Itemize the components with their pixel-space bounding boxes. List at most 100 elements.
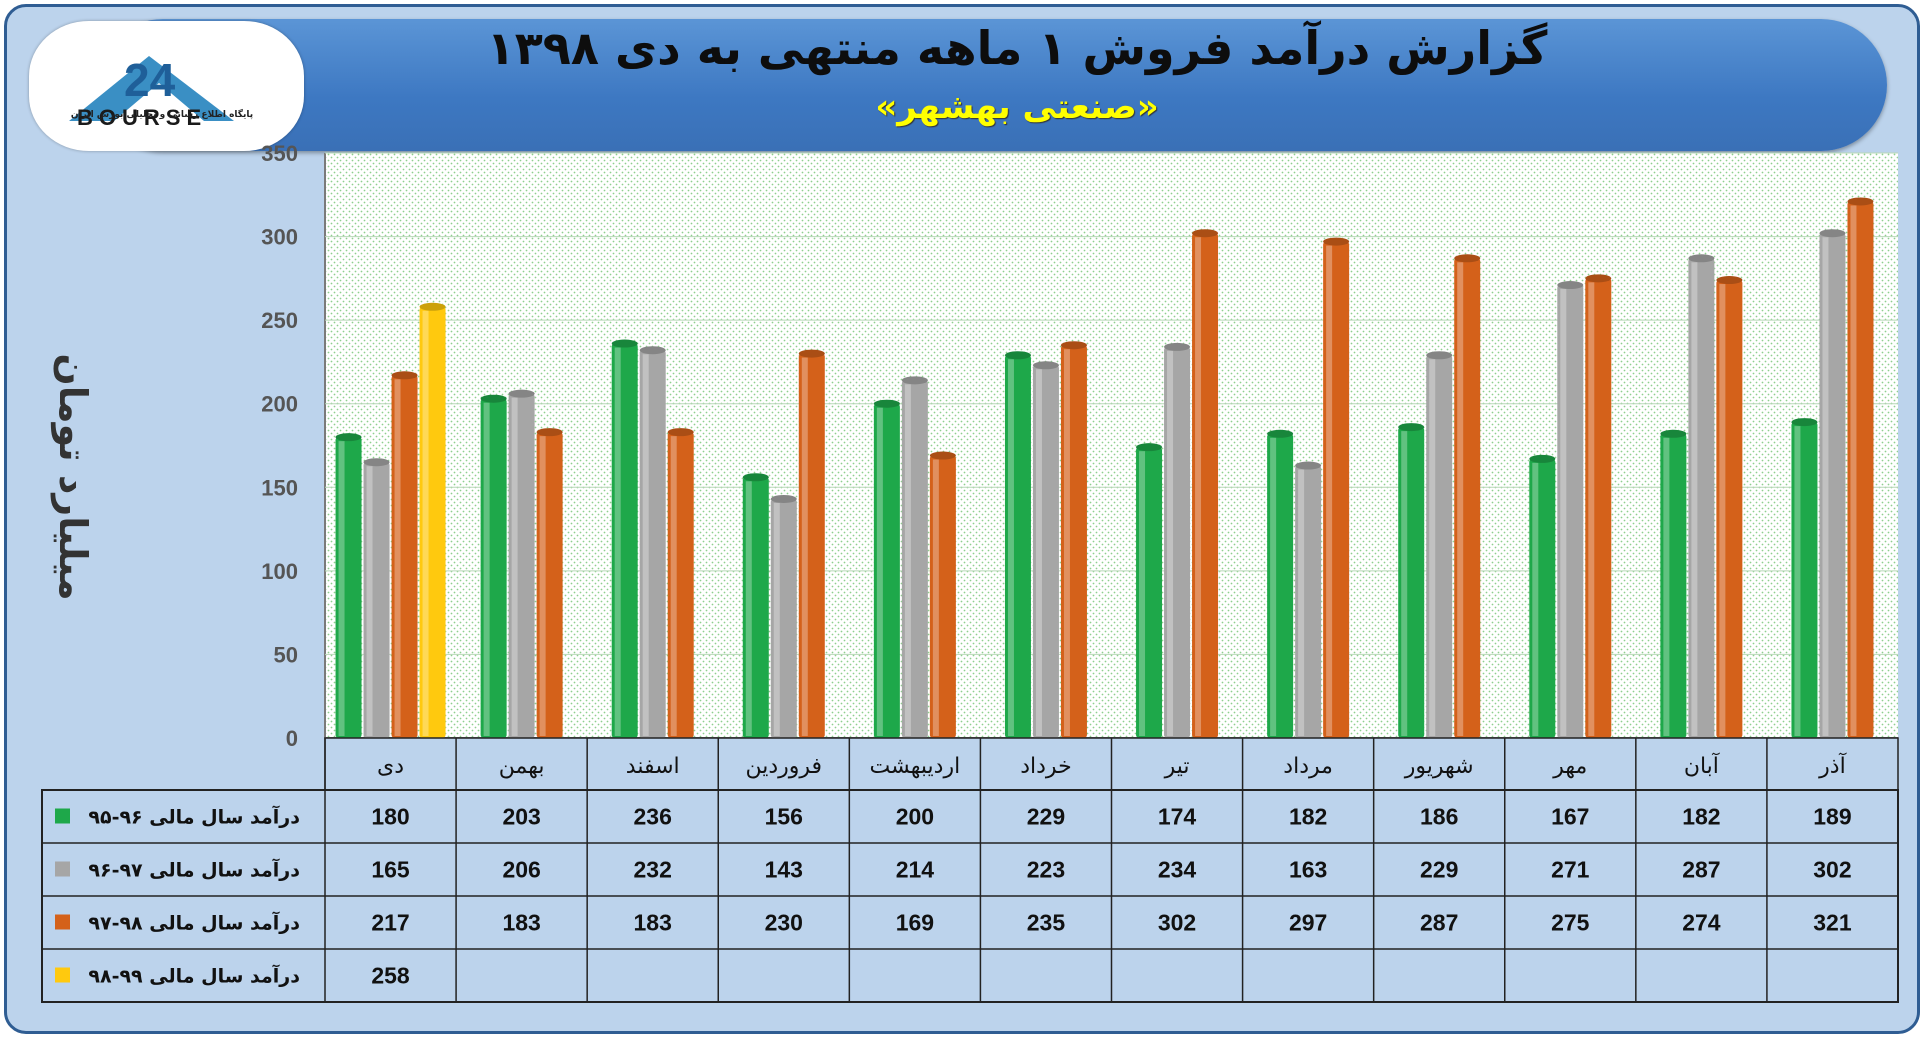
legend-swatch: [55, 914, 70, 930]
bar-highlight: [1270, 437, 1277, 736]
bar-cap: [901, 376, 928, 385]
data-label: 287: [1682, 857, 1720, 883]
bar-highlight: [1429, 359, 1436, 736]
bar: [742, 477, 769, 738]
bar: [1192, 233, 1219, 738]
bar-highlight: [483, 402, 490, 736]
legend-entry: درآمد سال مالی ۹۷-۹۶: [88, 858, 300, 882]
bar-cap: [1791, 418, 1818, 427]
y-tick-label: 350: [261, 141, 298, 166]
data-label: 232: [634, 857, 672, 883]
bar-cap: [1295, 461, 1322, 470]
data-label: 180: [371, 804, 409, 830]
x-tick-label: دی: [377, 754, 404, 779]
bar: [667, 432, 694, 738]
bar: [1004, 355, 1031, 738]
data-label: 167: [1551, 804, 1589, 830]
bar-cap: [480, 394, 507, 403]
bar-cap: [363, 458, 390, 467]
y-tick-label: 150: [261, 475, 298, 500]
data-label: 229: [1420, 857, 1458, 883]
bar: [536, 432, 563, 738]
bar-highlight: [422, 310, 429, 736]
bar-highlight: [511, 397, 518, 736]
data-label: 274: [1682, 910, 1721, 936]
bar-highlight: [338, 441, 345, 736]
bar: [419, 306, 446, 738]
bar-highlight: [1560, 289, 1567, 736]
data-label: 165: [371, 857, 410, 883]
bar-highlight: [670, 436, 677, 736]
bar: [1032, 365, 1059, 738]
bar-cap: [1688, 254, 1715, 263]
bar-cap: [1847, 197, 1874, 206]
bar: [480, 398, 507, 738]
bar: [639, 350, 666, 738]
bar-cap: [1398, 423, 1425, 432]
bar-cap: [798, 349, 825, 358]
y-tick-label: 100: [261, 559, 298, 584]
bar-highlight: [1401, 431, 1408, 736]
bar-highlight: [394, 379, 401, 736]
data-label: 206: [502, 857, 540, 883]
x-tick-label: آذر: [1818, 752, 1846, 779]
bar-highlight: [773, 502, 780, 736]
data-label: 182: [1682, 804, 1720, 830]
data-label: 182: [1289, 804, 1327, 830]
plot-background: [325, 153, 1898, 738]
data-label: 321: [1813, 910, 1852, 936]
bar: [1660, 433, 1687, 738]
bourse-logo-icon: 24 BOURSE: [69, 54, 234, 130]
bar-highlight: [745, 481, 752, 736]
x-tick-label: مهر: [1552, 754, 1587, 779]
bar: [1060, 345, 1087, 738]
bar-cap: [508, 389, 535, 398]
svg-text:24: 24: [124, 54, 176, 106]
bar-highlight: [1007, 359, 1014, 736]
y-tick-label: 300: [261, 225, 298, 250]
bar-highlight: [876, 407, 883, 736]
data-label: 271: [1551, 857, 1590, 883]
x-tick-label: اردیبهشت: [870, 754, 961, 779]
bars: [335, 197, 1874, 739]
bar-highlight: [1195, 237, 1202, 736]
bar: [1847, 201, 1874, 738]
data-label: 174: [1158, 804, 1197, 830]
bar: [1323, 241, 1350, 739]
bar-highlight: [366, 466, 373, 736]
data-label: 236: [634, 804, 672, 830]
bar-highlight: [1326, 245, 1333, 737]
logo-caption: پایگاه اطلاع رسانی و تحلیلی بورس ایران: [70, 110, 254, 120]
bar-cap: [1032, 361, 1059, 370]
bar-cap: [1426, 351, 1453, 360]
bar-cap: [667, 428, 694, 437]
bar: [1267, 433, 1294, 738]
x-tick-label: خرداد: [1020, 754, 1071, 779]
bar-cap: [929, 451, 956, 460]
bar-highlight: [1794, 426, 1801, 736]
bar: [1295, 465, 1322, 738]
bar-cap: [1323, 237, 1350, 246]
bar-cap: [1192, 229, 1219, 238]
bar-highlight: [1850, 205, 1857, 736]
bar-cap: [1004, 351, 1031, 360]
data-label: 143: [765, 857, 803, 883]
data-label: 169: [896, 910, 934, 936]
data-label: 200: [896, 804, 934, 830]
legend-entry: درآمد سال مالی ۹۶-۹۵: [88, 805, 300, 829]
bar-highlight: [1139, 451, 1146, 736]
bar-cap: [1716, 276, 1743, 285]
chart-subtitle: «صنعتی بهشهر»: [875, 87, 1159, 127]
bar-cap: [1060, 341, 1087, 350]
data-table: دی بهمن اسفند فروردین اردیبهشت خرداد تیر مرداد ش…: [41, 737, 1899, 1003]
bar-cap: [770, 494, 797, 503]
data-label: 189: [1813, 804, 1851, 830]
bar-highlight: [1719, 284, 1726, 736]
data-label: 217: [371, 910, 409, 936]
bar-highlight: [1063, 349, 1070, 736]
data-label: 163: [1289, 857, 1327, 883]
bar: [1136, 447, 1163, 738]
bar-cap: [1660, 429, 1687, 438]
data-label: 230: [765, 910, 803, 936]
bar-cap: [611, 339, 638, 348]
